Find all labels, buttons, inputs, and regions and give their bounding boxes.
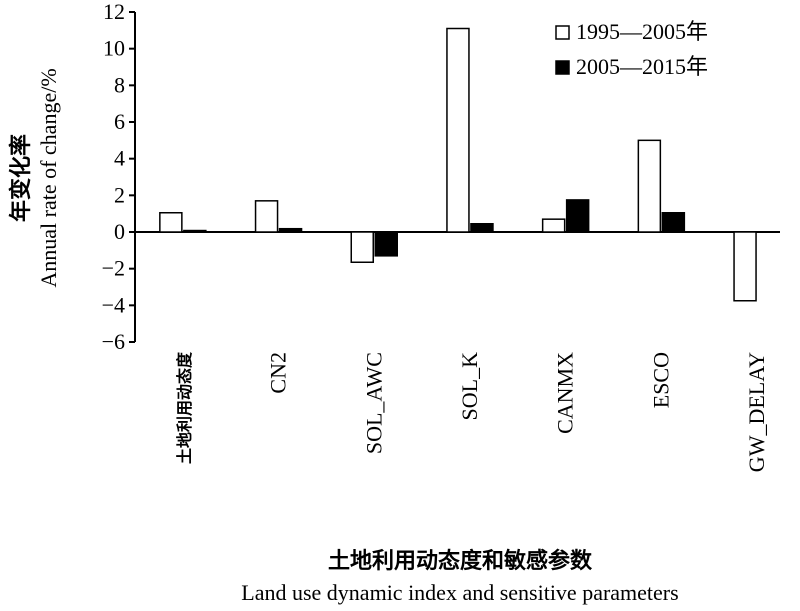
x-category-labels: 土地利用动态度 CN2 SOL_AWC SOL_K CANMX ESCO GW_DELAY xyxy=(175,351,769,472)
x-category-label: SOL_K xyxy=(457,352,482,421)
bar-series2 xyxy=(565,199,590,233)
bar-series1 xyxy=(637,139,662,233)
bar-series1 xyxy=(159,212,183,233)
y-tick-label: 8 xyxy=(114,72,125,97)
x-category-label: CANMX xyxy=(553,352,578,434)
y-tick-label: 0 xyxy=(114,219,125,244)
y-ticks: 12 10 8 6 4 2 0 −2 −4 −6 xyxy=(102,0,135,354)
y-tick-label: −4 xyxy=(102,292,125,317)
y-tick-label: 4 xyxy=(114,146,125,171)
legend-label: 1995—2005年 xyxy=(576,19,708,44)
bars xyxy=(159,27,757,302)
x-category-label: CN2 xyxy=(266,352,291,394)
bar-series1 xyxy=(733,231,757,302)
bar-series2 xyxy=(470,223,494,233)
bar-series1 xyxy=(254,200,279,233)
y-tick-label: 2 xyxy=(114,182,125,207)
y-tick-label: 6 xyxy=(114,109,125,134)
y-tick-label: 12 xyxy=(103,0,125,24)
y-tick-label: 10 xyxy=(103,36,125,61)
x-category-label: GW_DELAY xyxy=(744,352,769,472)
legend: 1995—2005年 2005—2015年 xyxy=(555,19,708,79)
x-category-label: ESCO xyxy=(648,352,673,408)
y-tick-label: −2 xyxy=(102,256,125,281)
y-axis-title-cn: 年变化率 xyxy=(8,134,34,222)
legend-swatch xyxy=(555,60,570,75)
x-axis-title-cn: 土地利用动态度和敏感参数 xyxy=(328,548,593,574)
legend-swatch xyxy=(555,25,570,40)
bar-series2 xyxy=(374,231,398,257)
bar-series2 xyxy=(278,227,303,233)
bar-series2 xyxy=(183,229,207,233)
x-axis-title-en: Land use dynamic index and sensitive par… xyxy=(241,580,678,605)
x-category-label: SOL_AWC xyxy=(361,352,386,454)
y-tick-label: −6 xyxy=(102,329,125,354)
bar-series2 xyxy=(661,212,686,233)
bar-series1 xyxy=(446,27,470,233)
x-category-label: 土地利用动态度 xyxy=(175,351,194,464)
bar-series1 xyxy=(541,218,566,233)
bar-series1 xyxy=(350,231,374,263)
legend-label: 2005—2015年 xyxy=(576,54,708,79)
y-axis-title-en: Annual rate of change/% xyxy=(36,68,61,287)
